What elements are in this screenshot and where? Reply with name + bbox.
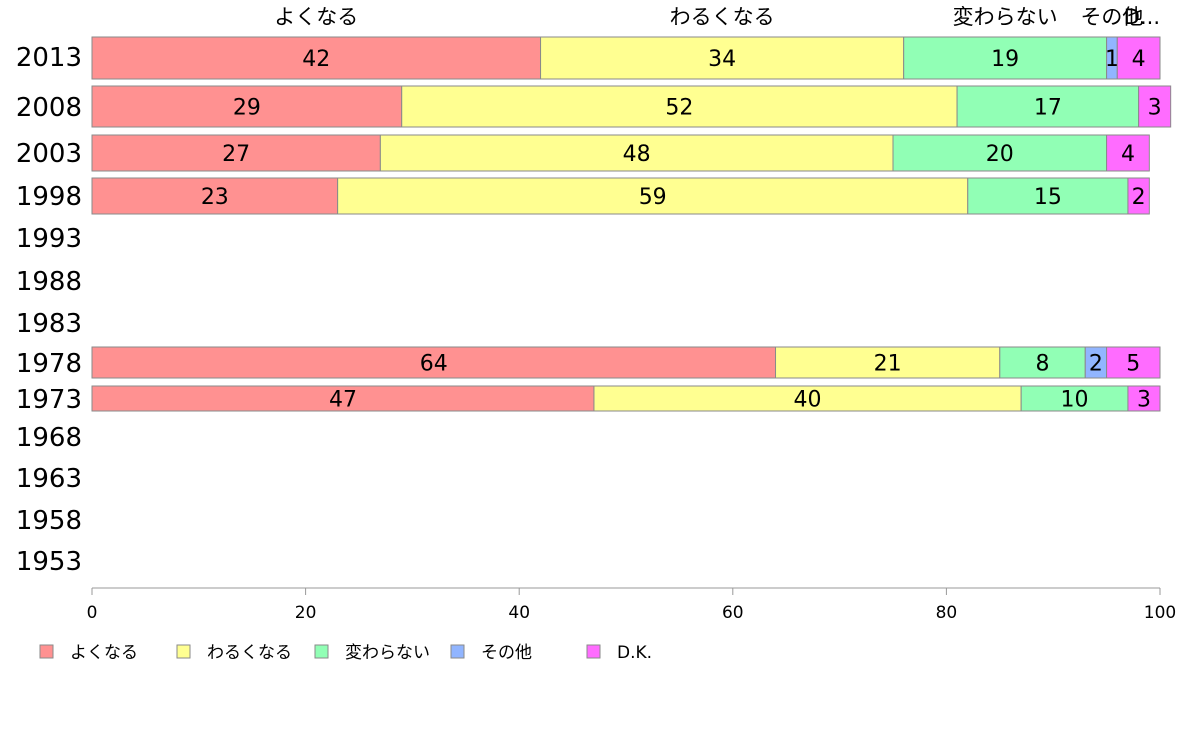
bar-segment-2003-s1	[379, 134, 894, 172]
y-tick-label-1988: 1988	[16, 267, 82, 297]
y-tick-label-1963: 1963	[16, 464, 82, 494]
y-tick-label-1978: 1978	[16, 349, 82, 379]
y-tick-label-1968: 1968	[16, 423, 82, 453]
top-label-3: その他	[1080, 5, 1143, 29]
data-label-2013-s4: 4	[1132, 47, 1146, 72]
x-tick-label-40: 40	[508, 603, 530, 623]
y-tick-label-1953: 1953	[16, 547, 82, 577]
x-tick-label-0: 0	[87, 603, 98, 623]
bar-segment-1973-s4	[1127, 385, 1161, 412]
bar-segment-1998-s2	[967, 177, 1129, 215]
data-label-2003-s2: 20	[986, 142, 1014, 167]
bar-segment-2008-s0	[91, 85, 403, 128]
legend-label-2: 変わらない	[345, 643, 430, 663]
y-tick-label-1973: 1973	[16, 385, 82, 415]
data-label-1973-s4: 3	[1137, 388, 1151, 413]
bar-segment-2008-s1	[401, 85, 958, 128]
data-label-2008-s1: 52	[665, 96, 693, 121]
top-label-0: よくなる	[274, 5, 358, 29]
x-tick-label-100: 100	[1144, 603, 1176, 623]
y-tick-label-2003: 2003	[16, 139, 82, 169]
y-tick-label-2008: 2008	[16, 93, 82, 123]
data-label-1998-s0: 23	[201, 185, 229, 210]
data-label-1998-s2: 15	[1034, 185, 1062, 210]
y-tick-label-1958: 1958	[16, 506, 82, 536]
legend-swatch-4	[586, 644, 601, 659]
bar-segment-2003-s4	[1106, 134, 1150, 172]
legend-swatch-3	[450, 644, 465, 659]
legend-label-1: わるくなる	[207, 643, 292, 663]
legend-label-3: その他	[481, 643, 532, 663]
data-label-1973-s1: 40	[794, 388, 822, 413]
bar-segment-1973-s2	[1020, 385, 1129, 412]
bar-segment-1998-s1	[337, 177, 969, 215]
bar-segment-2013-s4	[1116, 36, 1161, 80]
bar-segment-1978-s1	[775, 346, 1001, 379]
data-label-1973-s2: 10	[1061, 388, 1089, 413]
data-label-1978-s1: 21	[874, 352, 902, 377]
y-axis: 2013 2008 2003 1998 1993 1988 1983 1978 1973 1968…	[16, 43, 82, 577]
bar-segment-1978-s0	[91, 346, 777, 379]
x-tick-label-60: 60	[722, 603, 744, 623]
top-label-1: わるくなる	[670, 5, 775, 29]
legend-swatch-2	[314, 644, 329, 659]
legend: よくなる わるくなる 変わらない その他 D.K.	[39, 643, 652, 663]
data-label-1978-s3: 2	[1089, 352, 1103, 377]
data-label-2013-s0: 42	[302, 47, 330, 72]
data-label-1998-s1: 59	[639, 185, 667, 210]
legend-label-0: よくなる	[70, 643, 138, 663]
bar-segment-2003-s0	[91, 134, 381, 172]
bar-segment-1978-s4	[1106, 346, 1161, 379]
data-label-2008-s4: 3	[1148, 96, 1162, 121]
y-tick-label-1998: 1998	[16, 182, 82, 212]
bar-segment-2003-s2	[892, 134, 1108, 172]
top-label-4: D...	[1124, 5, 1160, 29]
legend-swatch-0	[39, 644, 54, 659]
data-label-2008-s2: 17	[1034, 96, 1062, 121]
bar-segment-2008-s4	[1138, 85, 1172, 128]
data-label-1973-s0: 47	[329, 388, 357, 413]
y-tick-label-1993: 1993	[16, 224, 82, 254]
bar-segment-2013-s1	[540, 36, 905, 80]
y-tick-label-2013: 2013	[16, 43, 82, 73]
data-label-1978-s0: 64	[420, 352, 448, 377]
bar-segment-2013-s2	[903, 36, 1108, 80]
x-tick-label-80: 80	[936, 603, 958, 623]
top-labels: よくなる わるくなる 変わらない その他D...	[274, 5, 1160, 29]
legend-swatch-1	[176, 644, 191, 659]
data-label-1978-s4: 5	[1126, 352, 1140, 377]
data-label-2013-s3: 1	[1105, 47, 1119, 72]
x-tick-label-20: 20	[295, 603, 317, 623]
data-label-2003-s0: 27	[222, 142, 250, 167]
bars: 42 34 19 1 429 52 17 327 48 20 423 59 15 264 21 8 2 547 40…	[91, 36, 1172, 413]
legend-label-4: D.K.	[617, 643, 652, 663]
data-label-2013-s2: 19	[991, 47, 1019, 72]
data-label-1978-s2: 8	[1036, 352, 1050, 377]
data-label-2003-s1: 48	[623, 142, 651, 167]
bar-segment-2008-s2	[956, 85, 1140, 128]
y-tick-label-1983: 1983	[16, 309, 82, 339]
bar-segment-1998-s4	[1127, 177, 1150, 215]
data-label-1998-s4: 2	[1132, 185, 1146, 210]
bar-segment-1973-s1	[593, 385, 1022, 412]
top-label-2: 変わらない	[953, 5, 1058, 29]
bar-segment-1978-s2	[999, 346, 1086, 379]
x-axis: 0 20 40 60 80 100	[87, 587, 1176, 623]
bar-segment-2013-s0	[91, 36, 542, 80]
data-label-2003-s4: 4	[1121, 142, 1135, 167]
data-label-2013-s1: 34	[708, 47, 736, 72]
bar-segment-1998-s0	[91, 177, 339, 215]
data-label-2008-s0: 29	[233, 96, 261, 121]
